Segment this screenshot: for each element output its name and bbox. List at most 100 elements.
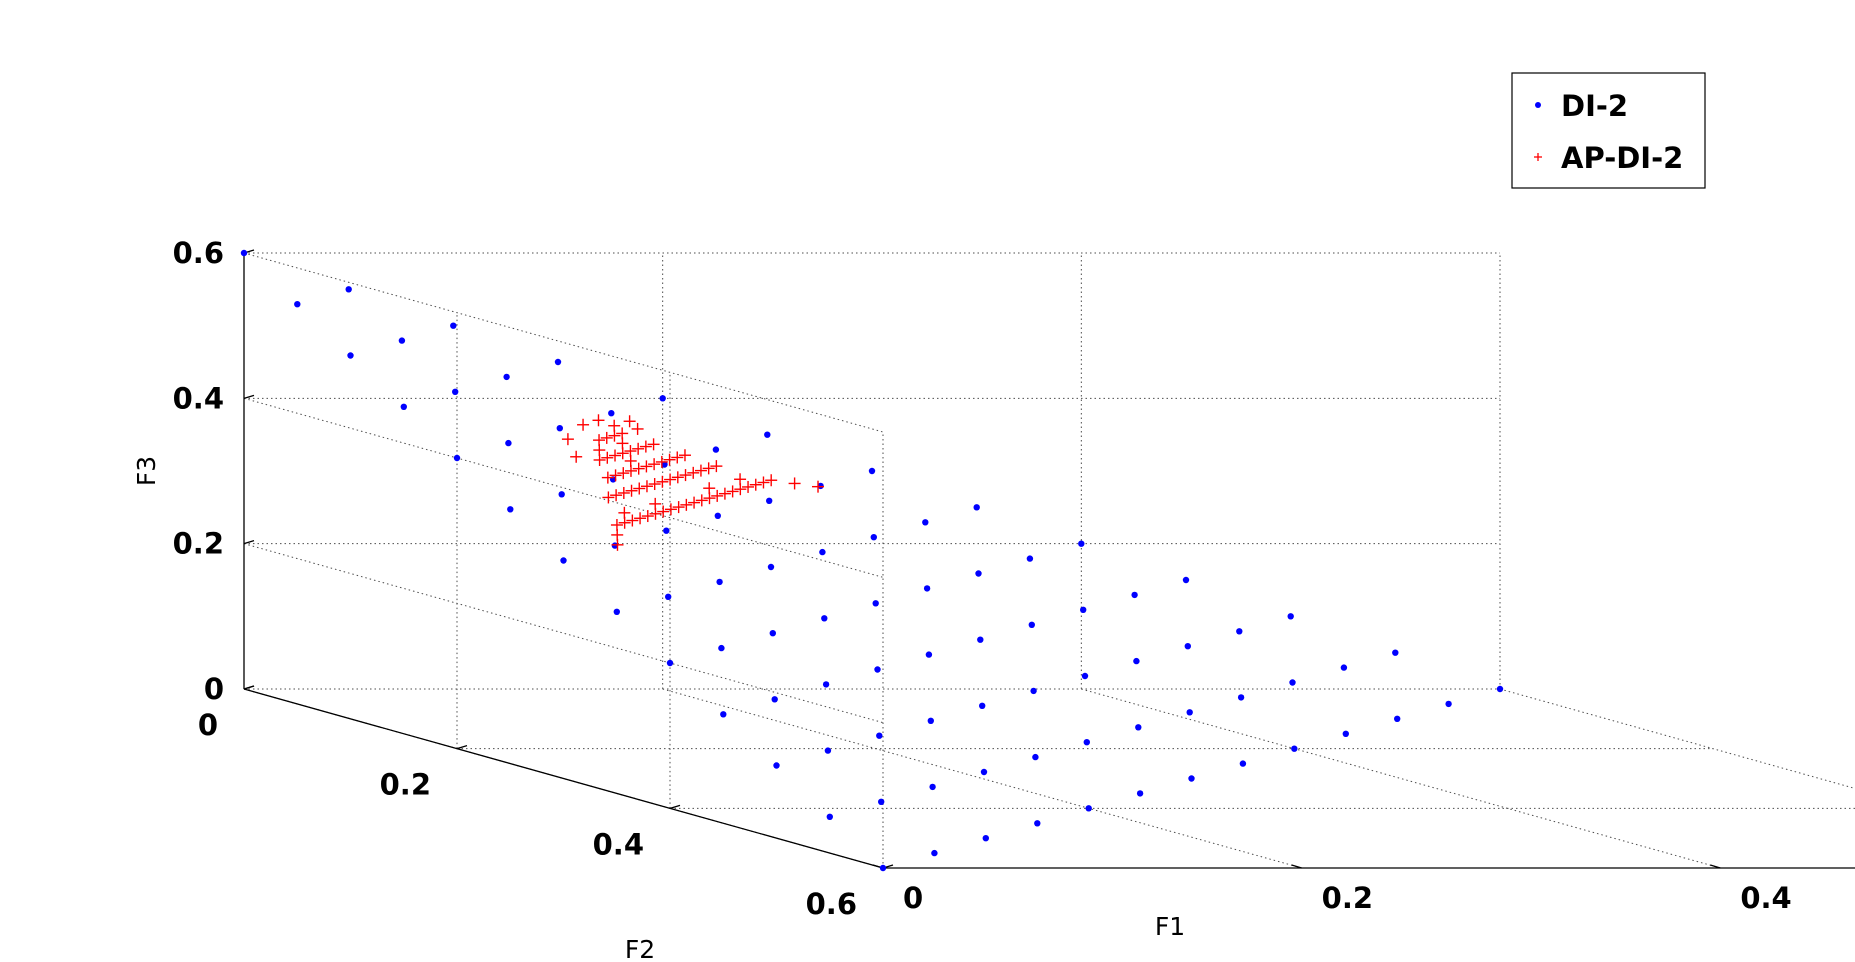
x-tick-label: 0.4 xyxy=(1740,881,1791,915)
di-2-point xyxy=(927,717,934,724)
di-2-point xyxy=(507,506,514,513)
di-2-point xyxy=(1186,709,1193,716)
gridline xyxy=(662,688,1302,869)
ap-di-2-point xyxy=(687,466,700,479)
ap-di-2-point xyxy=(734,473,747,486)
y-tick-mark xyxy=(456,745,468,750)
di-2-point xyxy=(819,548,826,556)
z-tick-label: 0.6 xyxy=(173,236,224,270)
di-2-point xyxy=(554,358,562,366)
ap-di-2-point xyxy=(634,512,647,525)
di-2-point xyxy=(453,454,461,462)
data-points xyxy=(240,249,1504,872)
ap-di-2-point xyxy=(577,418,590,431)
x-tick-mark xyxy=(1291,864,1302,869)
di-2-point xyxy=(1188,775,1195,782)
di-2-point xyxy=(1078,540,1085,547)
y-tick-label: 0 xyxy=(198,708,218,742)
x-tick-label: 0.2 xyxy=(1322,881,1373,915)
z-axis-label: F3 xyxy=(132,456,161,486)
di-2-point xyxy=(611,542,619,549)
di-2-point xyxy=(716,578,723,586)
ap-di-2-point xyxy=(664,503,677,516)
x-tick-label: 0 xyxy=(903,881,923,915)
di-2-point xyxy=(1394,715,1401,722)
di-2-point xyxy=(975,570,982,577)
legend-box xyxy=(1511,72,1706,189)
ap-di-2-point xyxy=(788,477,801,490)
z-tick-label: 0.4 xyxy=(173,381,224,415)
di-2-point xyxy=(982,835,989,842)
di-2-point xyxy=(1026,555,1034,562)
ap-di-2-point xyxy=(641,510,654,523)
y-tick-mark xyxy=(669,804,681,809)
gridline xyxy=(243,397,884,578)
ap-di-2-point xyxy=(616,437,629,450)
di-2-point xyxy=(665,593,672,600)
di-2-point xyxy=(661,461,668,468)
ap-di-2-point xyxy=(601,451,614,464)
di-2-point xyxy=(979,702,986,709)
ap-di-2-point xyxy=(609,449,622,462)
di-2-point xyxy=(1085,805,1092,812)
di-2-point xyxy=(1030,687,1037,695)
ap-di-2-point xyxy=(757,476,770,489)
ap-di-2-point xyxy=(694,464,707,477)
ap-di-2-point xyxy=(600,431,613,444)
di-2-point xyxy=(450,322,457,329)
di-2-point xyxy=(1239,760,1247,767)
x-axis-label: F1 xyxy=(1155,912,1185,941)
ap-di-2-point xyxy=(601,471,614,484)
di-2-point xyxy=(1080,606,1087,613)
ap-di-2-point xyxy=(711,489,724,502)
legend: DI-2 AP-DI-2 xyxy=(1511,72,1706,189)
ap-di-2-point xyxy=(617,467,630,480)
di-2-point xyxy=(980,768,988,776)
di-2-point xyxy=(714,512,721,519)
di-2-point xyxy=(817,482,824,490)
di-2-point xyxy=(1340,664,1348,671)
ap-di-2-point xyxy=(611,538,624,551)
di-2-point xyxy=(666,659,674,667)
ap-di-2-point xyxy=(618,506,631,519)
legend-item-ap-di-2: AP-DI-2 xyxy=(1534,141,1683,175)
ap-di-2-point xyxy=(726,485,739,498)
ap-di-2-point xyxy=(742,480,755,493)
y-axis-line xyxy=(243,688,884,869)
di-2-point xyxy=(868,467,876,475)
y-tick-label: 0.6 xyxy=(806,887,857,921)
legend-label: AP-DI-2 xyxy=(1561,141,1683,175)
z-tick-mark xyxy=(243,394,255,399)
ap-di-2-point xyxy=(632,442,645,455)
ap-di-2-point xyxy=(672,501,685,514)
ap-di-2-point xyxy=(679,469,692,482)
di-2-point xyxy=(874,666,881,673)
di-2-point xyxy=(771,696,778,703)
di-2-point xyxy=(878,798,885,805)
ap-di-2-point xyxy=(688,496,701,509)
gridline xyxy=(243,543,884,724)
di-2-point xyxy=(973,504,980,511)
di-2-point xyxy=(1032,753,1039,761)
di-2-point xyxy=(608,410,615,417)
di-2-point xyxy=(929,783,936,791)
ap-di-2-point xyxy=(593,434,606,447)
di-2-point xyxy=(822,681,830,688)
ap-di-2-point xyxy=(663,453,676,466)
di-2-point xyxy=(1133,657,1140,665)
ap-di-2-point xyxy=(703,482,716,495)
di-2-point xyxy=(400,403,407,410)
di-2-point xyxy=(764,431,771,438)
ap-di-2-point xyxy=(749,478,762,491)
di-2-point xyxy=(879,864,887,872)
y-tick-label: 0.4 xyxy=(593,827,644,861)
di-2-point xyxy=(769,630,776,637)
ap-di-2-point xyxy=(648,458,661,471)
di-2-point xyxy=(1182,576,1190,584)
di-2-point xyxy=(505,439,512,447)
ap-di-2-point xyxy=(610,489,623,502)
ap-di-2-point xyxy=(623,415,636,428)
ap-di-2-point xyxy=(656,475,669,488)
ap-di-2-point xyxy=(626,514,639,527)
